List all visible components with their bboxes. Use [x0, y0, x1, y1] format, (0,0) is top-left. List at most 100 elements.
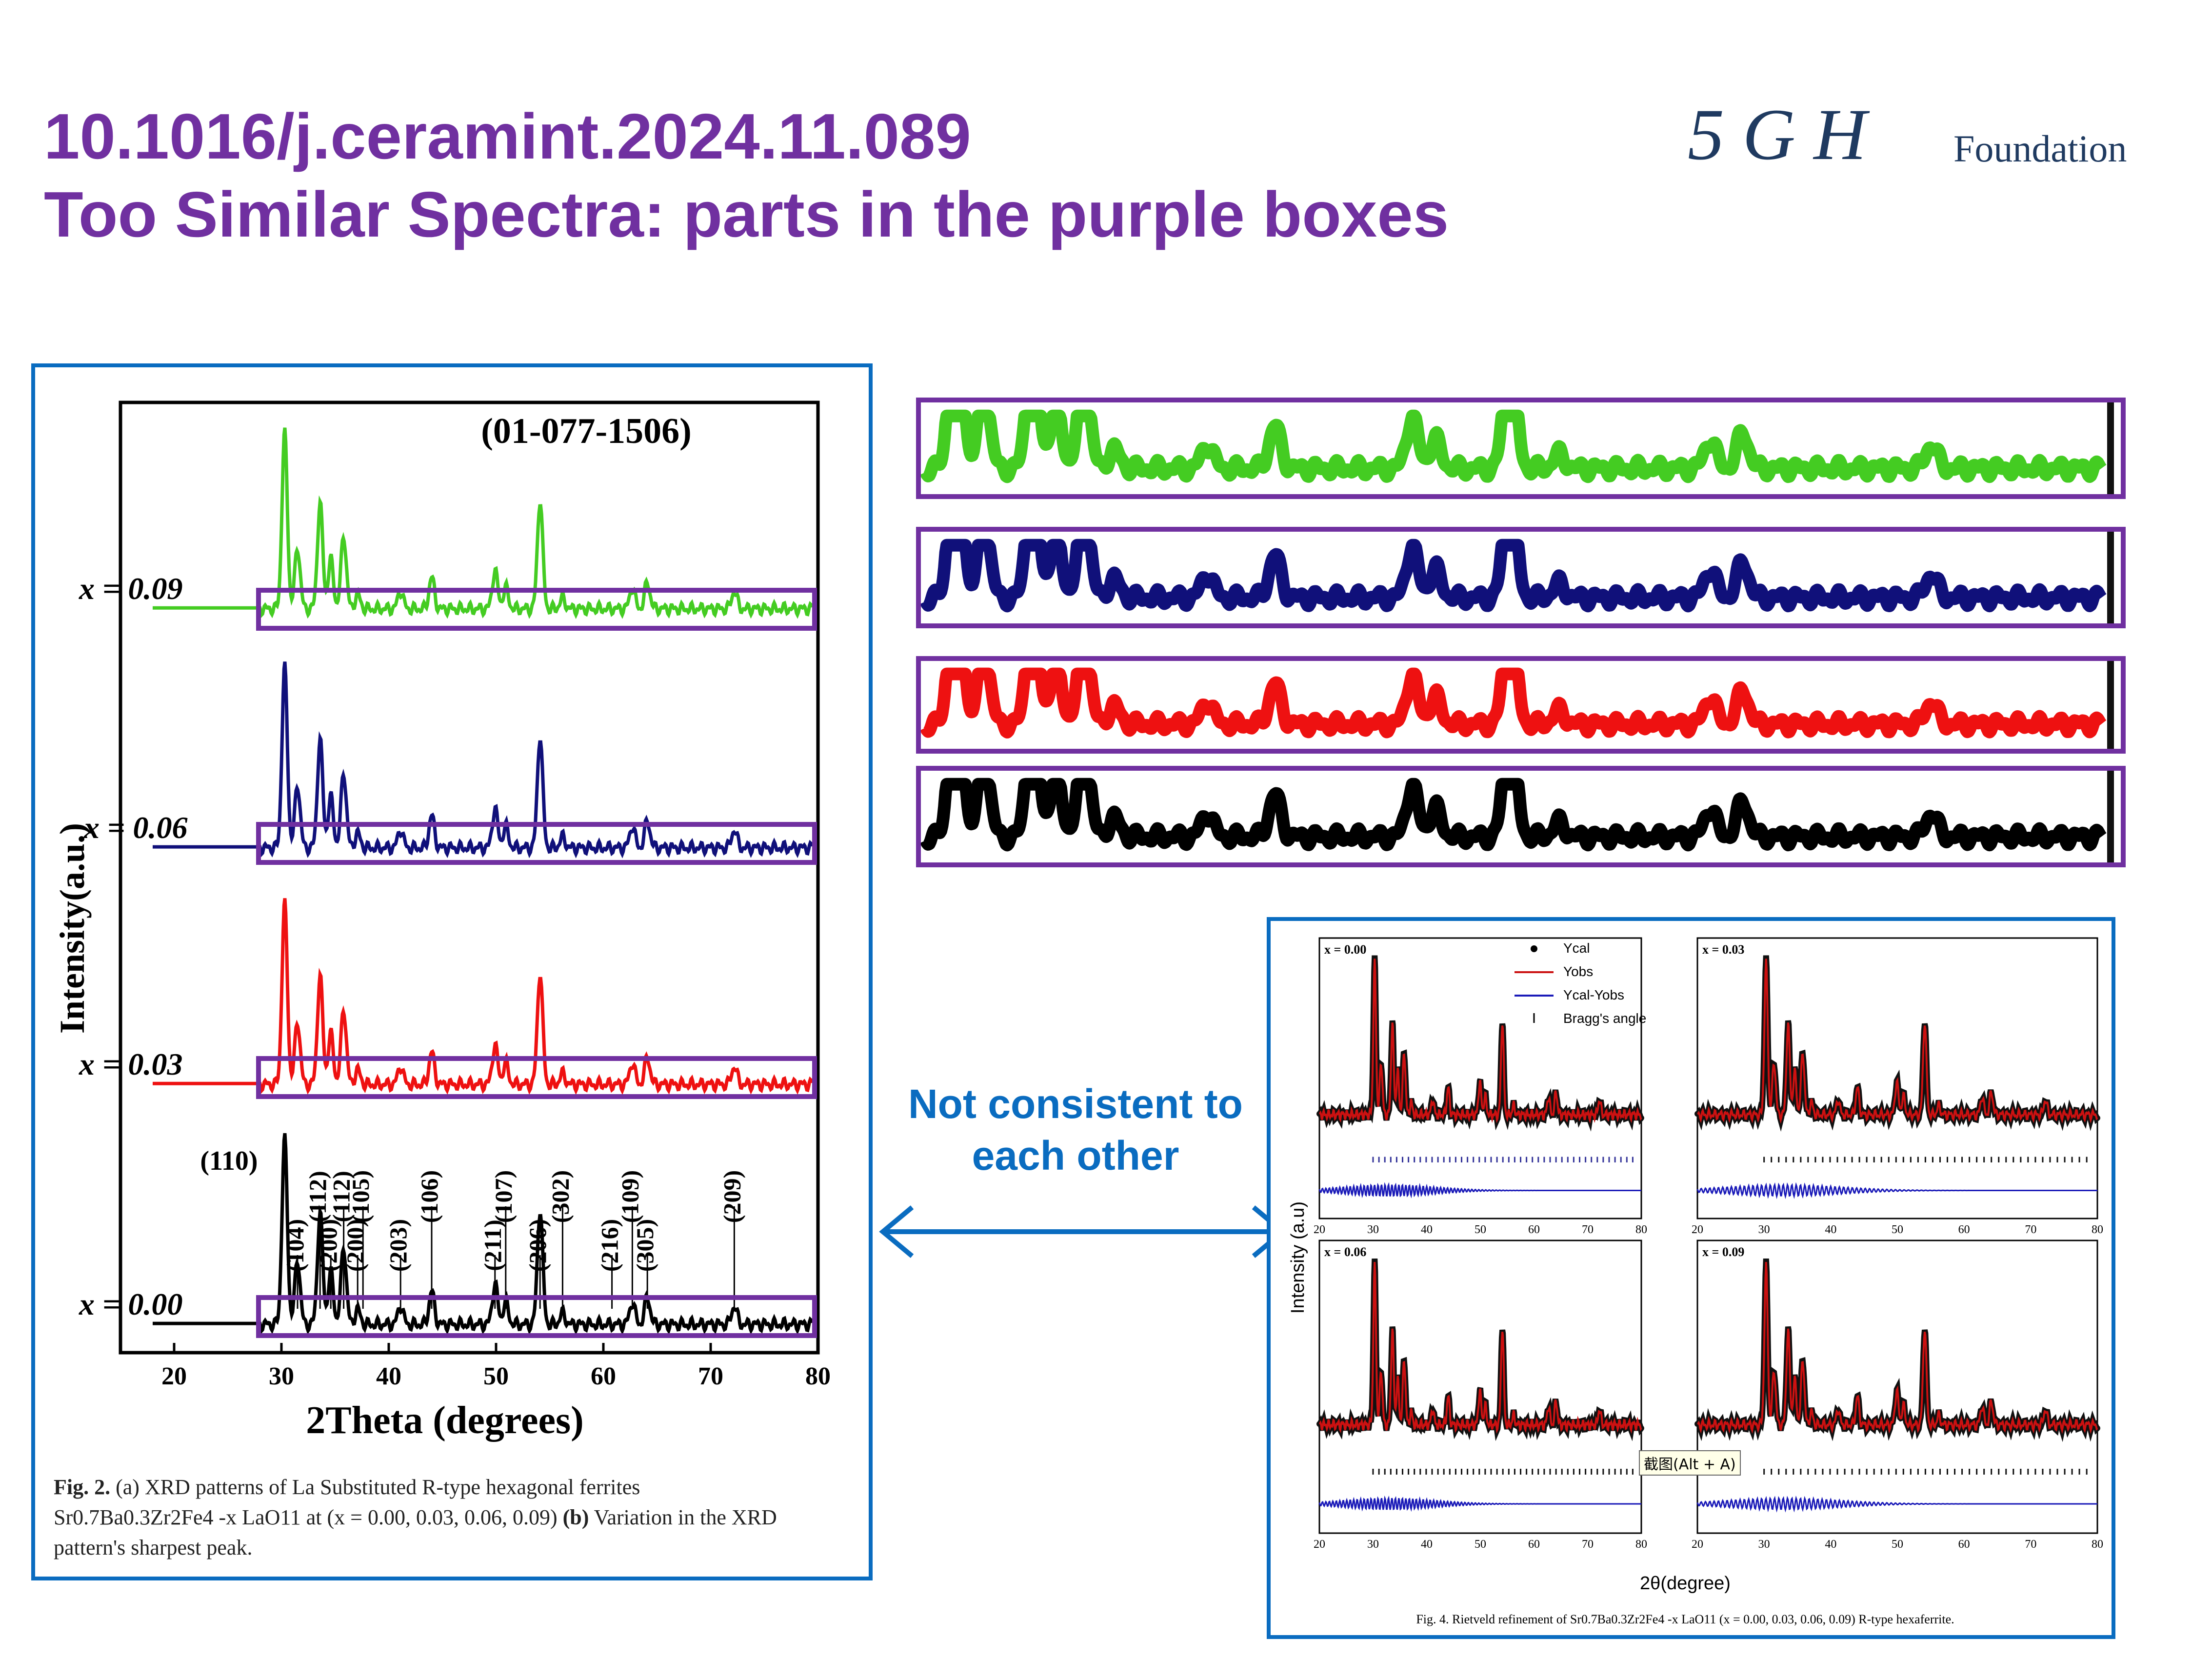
card-id-label: (01-077-1506) [481, 411, 692, 451]
right-tick-label: 40 [1825, 1223, 1836, 1236]
zoom-strip-green [916, 398, 2126, 499]
peak-label-6: (105) [347, 1170, 374, 1223]
xrd-trace-1 [153, 661, 814, 859]
panel-label-3: x = 0.09 [1702, 1245, 1744, 1259]
rietveld-legend: Ycal Yobs Ycal-Yobs Bragg's angle [1515, 940, 1646, 1026]
left-tick-label-1: 30 [269, 1362, 294, 1390]
right-tick-label: 60 [1958, 1538, 1970, 1551]
left-figure-frame: x = 0.09 x = 0.06 x = 0.03 x = 0.00 (110) (1… [31, 363, 873, 1580]
difference-line [1696, 1496, 2097, 1513]
right-tick-label: 70 [2025, 1223, 2036, 1236]
right-tick-label: 20 [1314, 1538, 1325, 1551]
left-x-axis-label: 2Theta (degrees) [306, 1399, 584, 1442]
right-tick-label: 50 [1892, 1538, 1903, 1551]
left-tick-label-0: 20 [161, 1362, 187, 1390]
difference-line [1318, 1495, 1641, 1512]
zoom-trace [921, 539, 2107, 613]
zoom-trace [921, 778, 2107, 852]
caption-text-2: at (x = 0.00, 0.03, 0.06, 0.09) [300, 1505, 563, 1529]
zoom-strip-red [916, 656, 2126, 754]
peak-label-8: (106) [416, 1170, 443, 1223]
left-xrd-figure: x = 0.09 x = 0.06 x = 0.03 x = 0.00 (110) (1… [53, 400, 831, 1442]
yobs-line [1318, 1262, 1642, 1434]
panel-label-2: x = 0.06 [1324, 1245, 1366, 1259]
right-tick-label: 30 [1758, 1538, 1770, 1551]
peak-label-10: (107) [490, 1170, 517, 1223]
difference-line [1318, 1182, 1641, 1199]
peak-label-14: (109) [616, 1170, 643, 1223]
logo-word: Foundation [1953, 127, 2127, 170]
series-label-0: x = 0.09 [79, 571, 182, 606]
zoom-strip-green-trace [921, 402, 2114, 494]
zoom-strip-edge [2107, 661, 2114, 749]
legend-item-1: Yobs [1563, 964, 1593, 979]
peak-label-13: (216) [596, 1219, 623, 1272]
right-x-axis-label: 2θ(degree) [1640, 1573, 1731, 1594]
zoom-strip-blue-trace [921, 532, 2114, 623]
purple-box-x009 [256, 588, 817, 631]
left-plot-frame [119, 400, 820, 1355]
comparison-note-line-1: Not consistent to [908, 1081, 1243, 1127]
double-arrow [879, 1205, 1287, 1258]
left-tick-label-6: 80 [805, 1362, 831, 1390]
rietveld-figure: x = 0.00 20 30 40 50 60 70 80 Ycal Yobs Ycal-Yobs B… [1288, 937, 2103, 1626]
panel-label-1: x = 0.03 [1702, 942, 1744, 957]
doi-title: 10.1016/j.ceramint.2024.11.089 [44, 100, 971, 172]
yobs-line [1697, 1262, 2098, 1434]
screenshot-tooltip: 截图(Alt + A) [1639, 1450, 1741, 1476]
left-tick-label-5: 70 [698, 1362, 723, 1390]
panel-label-0: x = 0.00 [1324, 942, 1366, 957]
page-subtitle: Too Similar Spectra: parts in the purple… [44, 179, 1449, 250]
right-tick-label: 40 [1825, 1538, 1836, 1551]
right-tick-label: 30 [1758, 1223, 1770, 1236]
caption-text-1: (a) XRD patterns of La Substituted R-typ… [110, 1475, 640, 1499]
peak-label-4: (112) [328, 1171, 355, 1222]
logo-mark: 5 G H [1688, 94, 1867, 175]
series-label-2: x = 0.03 [79, 1047, 182, 1081]
right-tick-label: 70 [1582, 1538, 1594, 1551]
right-tick-label: 80 [2092, 1223, 2103, 1236]
right-tick-label: 60 [1528, 1538, 1540, 1551]
right-tick-label: 50 [1475, 1223, 1486, 1236]
zoom-trace [921, 409, 2107, 483]
xrd-trace-0 [153, 427, 814, 620]
right-tick-label: 20 [1314, 1223, 1325, 1236]
peak-label-12: (302) [546, 1170, 574, 1223]
series-label-1: x = 0.06 [83, 810, 187, 845]
rietveld-panel-0: x = 0.00 20 30 40 50 60 70 80 Ycal Yobs Ycal-Yobs B… [1314, 937, 1647, 1236]
peak-label-9: (211) [479, 1219, 506, 1271]
zoom-trace [921, 667, 2107, 739]
xrd-trace-2 [153, 898, 814, 1095]
right-y-axis-label: Intensity (a.u) [1288, 1201, 1308, 1314]
foundation-logo: 5 G H Foundation [1688, 93, 2180, 180]
right-tick-label: 70 [1582, 1223, 1594, 1236]
left-figure-caption: Fig. 2. (a) XRD patterns of La Substitut… [54, 1472, 854, 1563]
comparison-note-line-2: each other [972, 1133, 1179, 1179]
peak-label-7: (203) [384, 1219, 412, 1272]
zoom-strip-edge [2107, 532, 2114, 623]
right-tick-label: 80 [1635, 1223, 1647, 1236]
rietveld-panel-2: x = 0.06 20 30 40 50 60 70 80 [1314, 1239, 1647, 1551]
legend-item-0: Ycal [1563, 940, 1590, 956]
right-tick-label: 20 [1692, 1538, 1703, 1551]
peak-label-11: (206) [524, 1219, 551, 1272]
right-tick-label: 30 [1367, 1223, 1379, 1236]
right-tick-label: 80 [1635, 1538, 1647, 1551]
zoom-strip-red-trace [921, 661, 2114, 749]
zoom-strip-edge [2107, 771, 2114, 862]
yobs-line [1697, 959, 2098, 1124]
zoom-strip-black-trace [921, 771, 2114, 862]
zoom-strip-edge [2107, 402, 2114, 494]
xrd-trace-3 [153, 1133, 814, 1336]
peak-label-1: (104) [281, 1219, 309, 1272]
right-tick-label: 20 [1692, 1223, 1703, 1236]
rietveld-panel-1: x = 0.03 20 30 40 50 60 70 80 [1692, 937, 2103, 1236]
legend-item-2: Ycal-Yobs [1563, 987, 1624, 1002]
caption-lead: Fig. 2. [54, 1475, 111, 1499]
right-tick-label: 70 [2025, 1538, 2036, 1551]
right-figure-frame: x = 0.00 20 30 40 50 60 70 80 Ycal Yobs Ycal-Yobs B… [1267, 917, 2115, 1639]
left-tick-label-3: 50 [483, 1362, 509, 1390]
right-tick-label: 40 [1421, 1538, 1433, 1551]
right-tick-label: 80 [2092, 1538, 2103, 1551]
legend-item-3: Bragg's angle [1563, 1011, 1646, 1026]
